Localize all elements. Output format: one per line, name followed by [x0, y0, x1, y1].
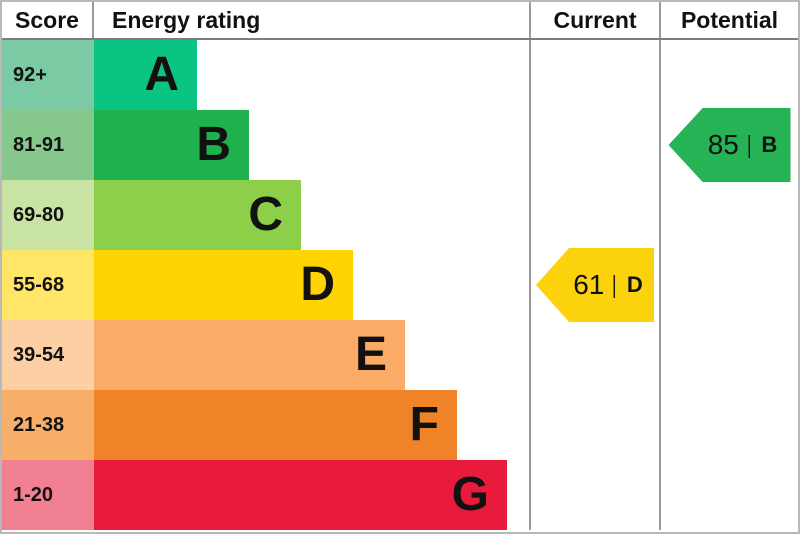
rating-bar-c: C: [94, 180, 301, 250]
band-row-a: 92+ A: [2, 40, 798, 110]
rating-bar-f: F: [94, 390, 457, 460]
current-cell-d: 61 | D: [529, 248, 659, 322]
score-range-f: 21-38: [2, 390, 94, 460]
band-row-c: 69-80 C: [2, 180, 798, 250]
rating-bar-g: G: [94, 460, 507, 530]
potential-cell-d: [659, 250, 798, 320]
current-separator: |: [612, 270, 617, 299]
potential-rating-arrow: 85 | B: [668, 108, 791, 182]
score-range-e: 39-54: [2, 320, 94, 390]
bar-area: G: [94, 460, 529, 530]
potential-separator: |: [746, 130, 752, 159]
potential-cell-c: [659, 180, 798, 250]
rating-bar-b: B: [94, 110, 249, 180]
score-range-b: 81-91: [2, 110, 94, 180]
band-row-b: 81-91 B 85 | B: [2, 108, 798, 182]
bar-area: C: [94, 180, 529, 250]
potential-cell-e: [659, 320, 798, 390]
current-cell-a: [529, 40, 659, 110]
band-row-g: 1-20 G: [2, 460, 798, 530]
header-row: Score Energy rating Current Potential: [2, 2, 798, 40]
bar-area: E: [94, 320, 529, 390]
score-range-c: 69-80: [2, 180, 94, 250]
potential-letter: B: [761, 132, 778, 157]
current-cell-b: [529, 110, 659, 180]
header-energy-rating: Energy rating: [112, 6, 261, 33]
potential-cell-b: 85 | B: [659, 108, 798, 182]
current-cell-g: [529, 460, 659, 530]
current-cell-c: [529, 180, 659, 250]
potential-value: 85: [707, 129, 739, 160]
potential-cell-g: [659, 460, 798, 530]
bar-area: F: [94, 390, 529, 460]
current-cell-e: [529, 320, 659, 390]
potential-cell-a: [659, 40, 798, 110]
rating-bar-a: A: [94, 40, 197, 110]
current-cell-f: [529, 390, 659, 460]
current-letter: D: [626, 272, 643, 297]
band-row-d: 55-68 D 61 | D: [2, 248, 798, 322]
header-score: Score: [2, 2, 94, 38]
current-value: 61: [573, 269, 605, 300]
score-range-a: 92+: [2, 40, 94, 110]
current-rating-arrow: 61 | D: [536, 248, 654, 322]
score-range-d: 55-68: [2, 250, 94, 320]
score-range-g: 1-20: [2, 460, 94, 530]
bar-area: B: [94, 110, 529, 180]
header-current: Current: [529, 2, 659, 38]
bar-area: A: [94, 40, 529, 110]
bar-area: D: [94, 250, 529, 320]
rating-bar-d: D: [94, 250, 353, 320]
header-potential: Potential: [659, 2, 798, 38]
band-row-f: 21-38 F: [2, 390, 798, 460]
band-row-e: 39-54 E: [2, 320, 798, 390]
rating-bar-e: E: [94, 320, 405, 390]
potential-cell-f: [659, 390, 798, 460]
